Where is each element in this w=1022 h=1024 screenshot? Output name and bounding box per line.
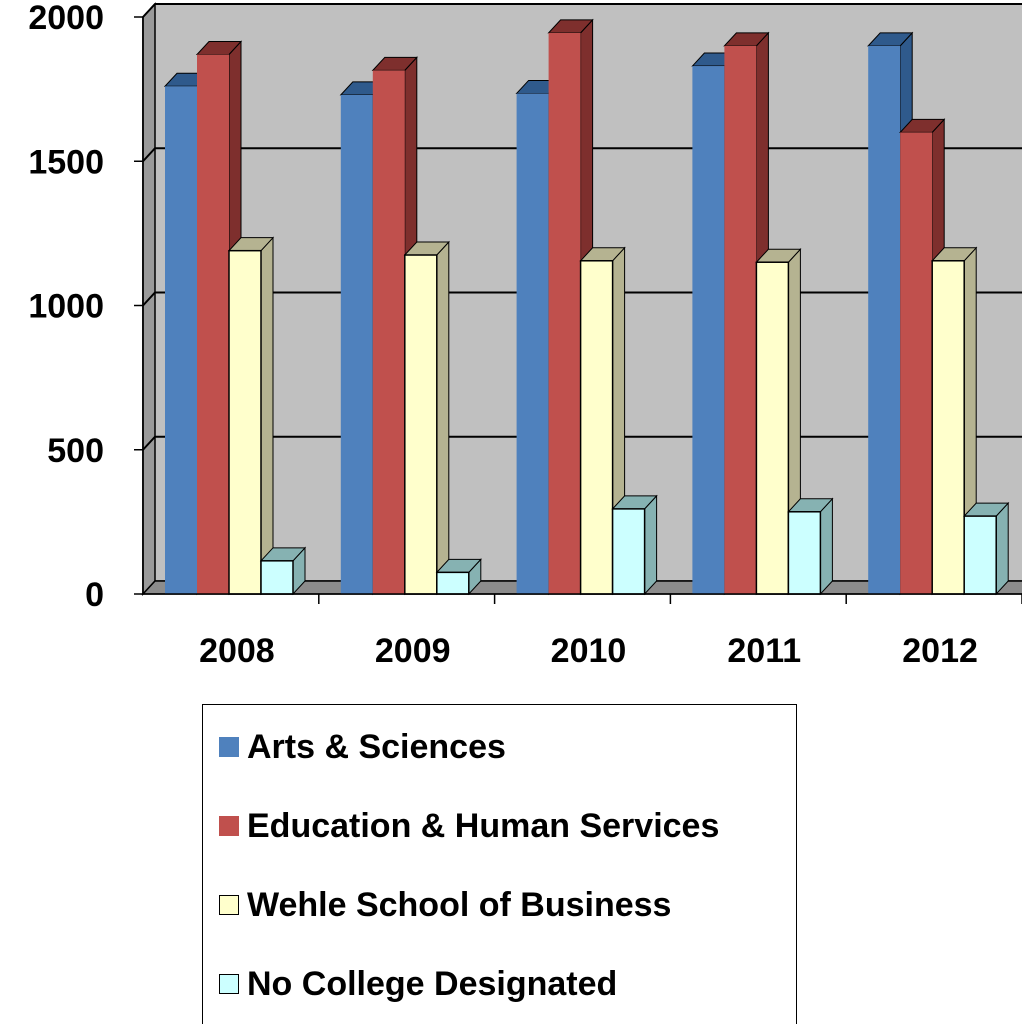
bar-no-college-designated-2011	[787, 511, 822, 595]
y-tick-label: 0	[85, 576, 104, 614]
bar-no-college-designated-2010	[611, 508, 646, 595]
legend-swatch-wehle	[219, 895, 239, 915]
bar-no-college-designated-2009	[436, 571, 470, 595]
legend-label-education: Education & Human Services	[247, 806, 720, 845]
legend-item-arts-sciences: Arts & Sciences	[219, 727, 506, 767]
bar-arts-sciences-2011	[692, 66, 725, 595]
legend-label-wehle: Wehle School of Business	[247, 885, 672, 924]
bar-wehle-school-of-business-2009-side	[436, 240, 450, 596]
bar-wehle-school-of-business-2008-side	[260, 236, 274, 596]
bar-wehle-school-of-business-2008	[228, 249, 262, 595]
bar-education-human-services-2009	[372, 70, 405, 594]
bar-education-human-services-2011	[724, 45, 757, 595]
y-tick-label: 2000	[28, 0, 104, 37]
bar-no-college-designated-2008	[260, 560, 294, 595]
bars	[163, 18, 1010, 596]
bar-wehle-school-of-business-2011	[755, 261, 790, 595]
bar-education-human-services-2008	[197, 54, 229, 594]
bar-chart: 0 500 1000 1500 2000 2008 2009 2010 2011 2012	[28, 0, 1022, 670]
gridline	[142, 3, 1022, 18]
legend-swatch-education	[219, 816, 239, 836]
legend-item-education: Education & Human Services	[219, 806, 719, 846]
x-category-label: 2009	[375, 632, 451, 670]
x-category-labels: 2008 2009 2010 2011 2012	[199, 632, 978, 670]
bar-arts-sciences-2008	[165, 86, 197, 595]
legend-swatch-arts-sciences	[219, 737, 239, 757]
bar-no-college-designated-2012	[963, 515, 997, 595]
x-category-label: 2010	[551, 632, 627, 670]
bar-arts-sciences-2012	[868, 45, 901, 595]
legend-label-no-college: No College Designated	[247, 964, 618, 1003]
legend: Arts & Sciences Education & Human Servic…	[202, 704, 797, 1024]
bar-no-college-designated-2012-side	[995, 501, 1009, 596]
bar-arts-sciences-2009	[340, 94, 373, 595]
y-tick-label: 1500	[28, 143, 104, 181]
bar-no-college-designated-2011-side	[819, 497, 833, 596]
x-category-label: 2008	[199, 632, 275, 670]
legend-item-wehle: Wehle School of Business	[219, 885, 671, 925]
legend-swatch-no-college	[219, 974, 239, 994]
x-category-label: 2011	[727, 632, 801, 670]
x-category-label: 2012	[902, 632, 978, 670]
y-tick-label: 500	[47, 432, 104, 470]
bar-wehle-school-of-business-2010	[579, 260, 614, 595]
y-tick-label: 1000	[28, 288, 104, 326]
bar-no-college-designated-2010-side	[644, 494, 658, 596]
bar-wehle-school-of-business-2012	[931, 260, 965, 595]
y-tick-labels: 0 500 1000 1500 2000	[28, 0, 143, 614]
legend-label-arts-sciences: Arts & Sciences	[247, 727, 506, 766]
bar-arts-sciences-2010	[516, 93, 549, 594]
bar-education-human-services-2012	[900, 132, 933, 594]
legend-item-no-college: No College Designated	[219, 964, 617, 1004]
bar-education-human-services-2010	[548, 32, 581, 595]
bar-wehle-school-of-business-2009	[404, 254, 438, 595]
